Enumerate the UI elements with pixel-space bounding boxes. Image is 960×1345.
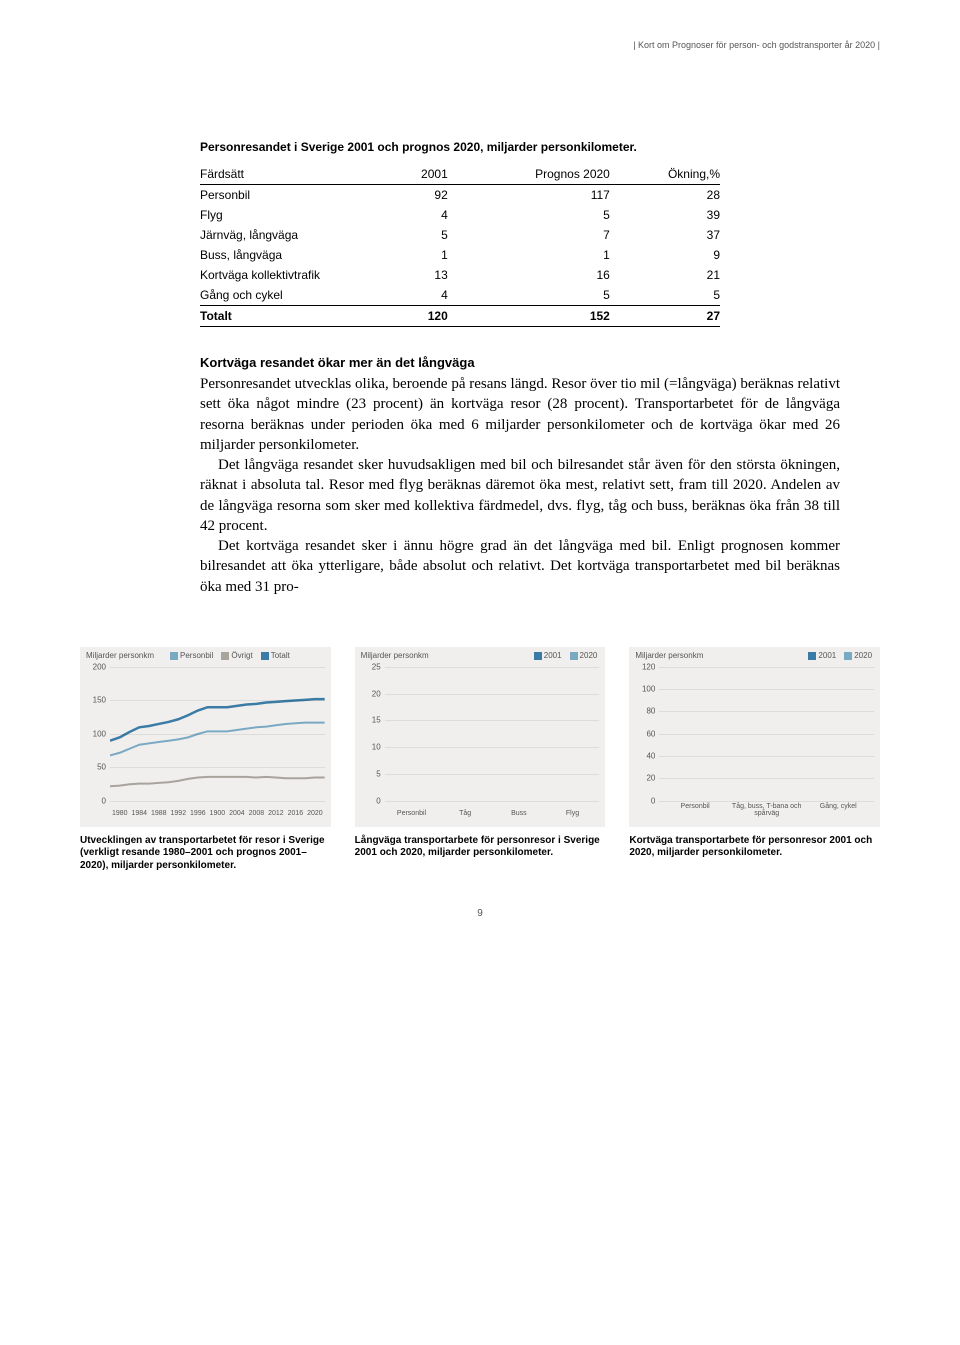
page-header: | Kort om Prognoser för person- och gods… xyxy=(80,40,880,50)
table-row: Kortväga kollektivtrafik131621 xyxy=(200,265,720,285)
paragraph: Personresandet utvecklas olika, beroende… xyxy=(200,374,840,455)
chart-caption: Utvecklingen av transportarbetet för res… xyxy=(80,835,331,873)
body-text: Personresandet utvecklas olika, beroende… xyxy=(200,374,840,597)
y-axis-label: Miljarder personkm xyxy=(635,651,703,660)
col-2020: Prognos 2020 xyxy=(476,164,638,185)
table-row: Buss, långväga119 xyxy=(200,245,720,265)
legend: 20012020 xyxy=(808,651,872,660)
table-row: Järnväg, långväga5737 xyxy=(200,225,720,245)
col-2001: 2001 xyxy=(389,164,475,185)
chart-caption: Långväga transportarbete för personresor… xyxy=(355,835,606,860)
paragraph: Det kortväga resandet sker i ännu högre … xyxy=(200,536,840,597)
chart-line: Miljarder personkm PersonbilÖvrigtTotalt… xyxy=(80,647,331,873)
table-title: Personresandet i Sverige 2001 och progno… xyxy=(200,140,880,154)
section-title: Kortväga resandet ökar mer än det långvä… xyxy=(200,355,880,370)
x-axis-labels: PersonbilTågBussFlyg xyxy=(385,810,600,817)
chart-caption: Kortväga transportarbete för personresor… xyxy=(629,835,880,860)
y-axis-label: Miljarder personkm xyxy=(86,651,154,660)
table-row: Personbil9211728 xyxy=(200,185,720,206)
table-row: Gång och cykel455 xyxy=(200,285,720,306)
col-label: Färdsätt xyxy=(200,164,389,185)
chart-bar-long: Miljarder personkm 20012020 0510152025 P… xyxy=(355,647,606,873)
plot-area: 0510152025 xyxy=(385,667,600,801)
chart-bar-short: Miljarder personkm 20012020 020406080100… xyxy=(629,647,880,873)
legend: 20012020 xyxy=(534,651,598,660)
page-number: 9 xyxy=(80,908,880,919)
x-axis-labels: 1980198419881992199619002004200820122016… xyxy=(110,810,325,817)
paragraph: Det långväga resandet sker huvudsakligen… xyxy=(200,455,840,536)
table-row-total: Totalt12015227 xyxy=(200,306,720,327)
charts-row: Miljarder personkm PersonbilÖvrigtTotalt… xyxy=(80,647,880,873)
legend: PersonbilÖvrigtTotalt xyxy=(170,651,290,660)
x-axis-labels: PersonbilTåg, buss, T-bana och spårvägGå… xyxy=(659,803,874,817)
y-axis-label: Miljarder personkm xyxy=(361,651,429,660)
plot-area: 050100150200 xyxy=(110,667,325,801)
plot-area: 020406080100120 xyxy=(659,667,874,801)
table-header-row: Färdsätt 2001 Prognos 2020 Ökning,% xyxy=(200,164,720,185)
col-pct: Ökning,% xyxy=(638,164,720,185)
table-row: Flyg4539 xyxy=(200,205,720,225)
data-table: Färdsätt 2001 Prognos 2020 Ökning,% Pers… xyxy=(200,164,720,327)
